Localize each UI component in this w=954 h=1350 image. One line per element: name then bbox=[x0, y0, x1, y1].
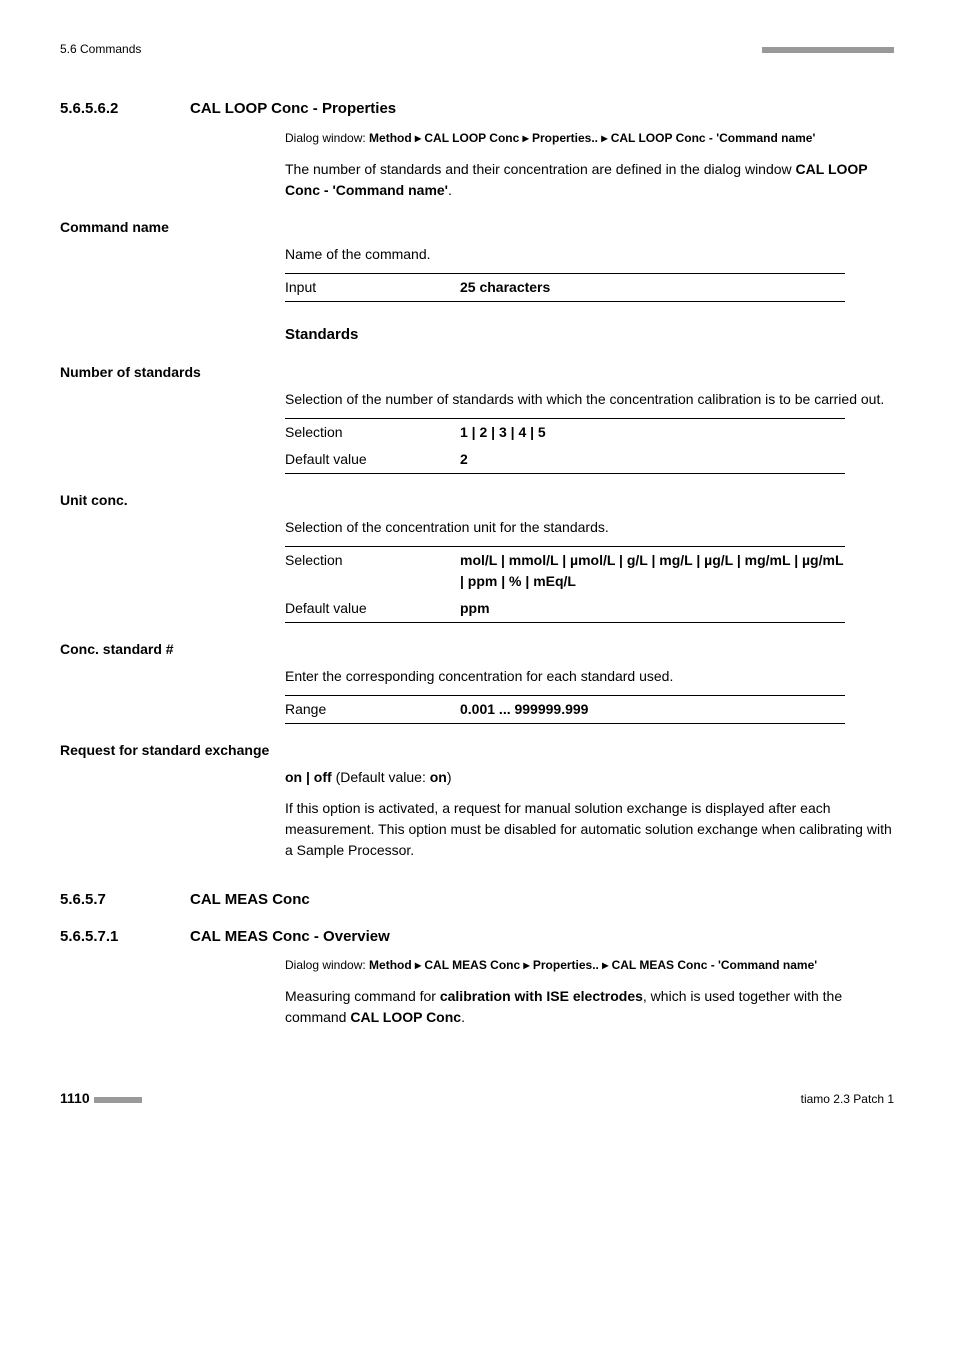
unit-conc-sel-label: Selection bbox=[285, 547, 460, 596]
sec-a-para-pre: The number of standards and their concen… bbox=[285, 161, 796, 177]
num-standards-desc: Selection of the number of standards wit… bbox=[285, 389, 894, 410]
conc-standard-desc: Enter the corresponding concentration fo… bbox=[285, 666, 894, 687]
num-standards-def-label: Default value bbox=[285, 446, 460, 474]
unit-conc-def-label: Default value bbox=[285, 595, 460, 623]
section-heading-b: 5.6.5.7 CAL MEAS Conc bbox=[60, 889, 894, 912]
page-number: 1110 bbox=[60, 1088, 90, 1109]
request-exchange-onoff-mid: (Default value: bbox=[332, 769, 430, 785]
section-title-a: CAL LOOP Conc - Properties bbox=[190, 98, 396, 121]
section-num-a: 5.6.5.6.2 bbox=[60, 98, 190, 121]
request-exchange-desc: If this option is activated, a request f… bbox=[285, 798, 894, 861]
sec-c-para-pre: Measuring command for bbox=[285, 988, 440, 1004]
dialog-prefix-c: Dialog window: bbox=[285, 958, 369, 972]
unit-conc-table: Selection mol/L | mmol/L | µmol/L | g/L … bbox=[285, 546, 845, 623]
dialog-window-c: Dialog window: Method ▸ CAL MEAS Conc ▸ … bbox=[285, 956, 894, 974]
standards-heading: Standards bbox=[285, 324, 894, 347]
unit-conc-def-value: ppm bbox=[460, 595, 845, 623]
unit-conc-sel-value: mol/L | mmol/L | µmol/L | g/L | mg/L | µ… bbox=[460, 547, 845, 596]
section-num-c: 5.6.5.7.1 bbox=[60, 926, 190, 949]
header-section-ref: 5.6 Commands bbox=[60, 40, 141, 58]
command-name-table: Input 25 characters bbox=[285, 273, 845, 302]
section-num-b: 5.6.5.7 bbox=[60, 889, 190, 912]
request-exchange-onoff-bold: on bbox=[430, 769, 447, 785]
conc-standard-range-label: Range bbox=[285, 696, 460, 724]
request-exchange-onoff-pre: on | off bbox=[285, 769, 332, 785]
num-standards-def-value: 2 bbox=[460, 446, 845, 474]
request-exchange-onoff: on | off (Default value: on) bbox=[285, 767, 894, 788]
command-name-desc: Name of the command. bbox=[285, 244, 894, 265]
command-name-input-value: 25 characters bbox=[460, 273, 845, 301]
unit-conc-desc: Selection of the concentration unit for … bbox=[285, 517, 894, 538]
dialog-path-c: Method ▸ CAL MEAS Conc ▸ Properties.. ▸ … bbox=[369, 958, 817, 972]
sec-c-para-bold2: CAL LOOP Conc bbox=[350, 1009, 461, 1025]
page-footer: 1110 tiamo 2.3 Patch 1 bbox=[60, 1088, 894, 1109]
dialog-path-a: Method ▸ CAL LOOP Conc ▸ Properties.. ▸ … bbox=[369, 131, 815, 145]
section-c-description: Measuring command for calibration with I… bbox=[285, 986, 894, 1028]
header-ornament bbox=[762, 40, 894, 58]
footer-product: tiamo 2.3 Patch 1 bbox=[801, 1090, 894, 1108]
sec-c-para-post: . bbox=[461, 1009, 465, 1025]
request-exchange-label: Request for standard exchange bbox=[60, 740, 894, 761]
sec-c-para-bold1: calibration with ISE electrodes bbox=[440, 988, 643, 1004]
page-header: 5.6 Commands bbox=[60, 40, 894, 58]
num-standards-sel-value: 1 | 2 | 3 | 4 | 5 bbox=[460, 419, 845, 447]
request-exchange-onoff-post: ) bbox=[447, 769, 452, 785]
num-standards-label: Number of standards bbox=[60, 362, 894, 383]
unit-conc-label: Unit conc. bbox=[60, 490, 894, 511]
section-heading-a: 5.6.5.6.2 CAL LOOP Conc - Properties bbox=[60, 98, 894, 121]
dialog-prefix-a: Dialog window: bbox=[285, 131, 369, 145]
footer-left: 1110 bbox=[60, 1088, 142, 1109]
command-name-input-label: Input bbox=[285, 273, 460, 301]
dialog-window-a: Dialog window: Method ▸ CAL LOOP Conc ▸ … bbox=[285, 129, 894, 147]
command-name-label: Command name bbox=[60, 217, 894, 238]
sec-a-para-post: . bbox=[448, 182, 452, 198]
section-title-b: CAL MEAS Conc bbox=[190, 889, 310, 912]
conc-standard-range-value: 0.001 ... 999999.999 bbox=[460, 696, 845, 724]
section-heading-c: 5.6.5.7.1 CAL MEAS Conc - Overview bbox=[60, 926, 894, 949]
footer-ornament bbox=[94, 1090, 142, 1108]
section-a-description: The number of standards and their concen… bbox=[285, 159, 894, 201]
conc-standard-label: Conc. standard # bbox=[60, 639, 894, 660]
num-standards-table: Selection 1 | 2 | 3 | 4 | 5 Default valu… bbox=[285, 418, 845, 474]
conc-standard-table: Range 0.001 ... 999999.999 bbox=[285, 695, 845, 724]
section-title-c: CAL MEAS Conc - Overview bbox=[190, 926, 390, 949]
num-standards-sel-label: Selection bbox=[285, 419, 460, 447]
